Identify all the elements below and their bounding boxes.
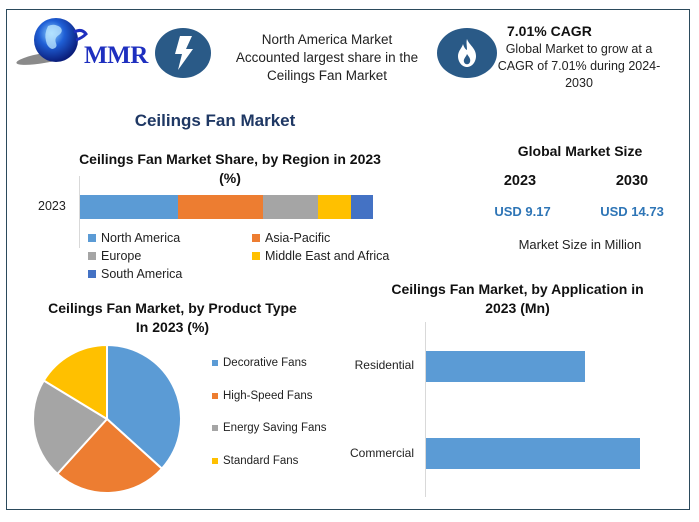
market-year-2023: 2023 [503, 173, 537, 189]
legend-south-america: South America [88, 267, 182, 281]
region-segment-south-america [351, 195, 373, 219]
legend-label: Asia-Pacific [265, 231, 331, 245]
info-line: 2030 [565, 76, 593, 90]
legend-label: North America [101, 231, 181, 245]
logo-text: MMR [84, 42, 148, 69]
chart-title-line: In 2023 (%) [135, 319, 210, 335]
legend-swatch [212, 360, 218, 366]
lightning-icon [175, 36, 193, 70]
legend-label: High-Speed Fans [223, 390, 313, 402]
legend-europe: Europe [88, 249, 141, 263]
pie-slice-energy-saving-fans [32, 379, 109, 476]
legend-energy-saving-fans: Energy Saving Fans [212, 422, 327, 434]
flame-icon-badge [437, 28, 497, 78]
region-category-label: 2023 [38, 199, 66, 213]
cagr-headline: 7.01% CAGR [507, 23, 592, 39]
cagr-info: Global Market to grow at a CAGR of 7.01%… [497, 41, 661, 92]
legend-high-speed-fans: High-Speed Fans [212, 390, 313, 402]
region-segment-europe [262, 195, 318, 219]
market-value-2023: USD 9.17 [494, 204, 551, 219]
chart-title-line: Ceilings Fan Market, by Product Type [48, 300, 297, 316]
market-size-note: Market Size in Million [518, 237, 642, 252]
flame-icon [458, 39, 476, 67]
legend-north-america: North America [88, 231, 180, 245]
legend-standard-fans: Standard Fans [212, 455, 298, 467]
info-line: Global Market to grow at a [505, 42, 653, 56]
application-label-residential: Residential [354, 358, 414, 372]
product-type-chart-title: Ceilings Fan Market, by Product Type In … [30, 299, 315, 337]
application-chart-title: Ceilings Fan Market, by Application in 2… [380, 280, 655, 318]
chart-title-line: Ceilings Fan Market Share, by Region in … [79, 151, 381, 167]
pie-slice-high-speed-fans [55, 417, 164, 494]
market-size-title: Global Market Size [517, 143, 643, 159]
info-line: CAGR of 7.01% during 2024- [497, 59, 661, 73]
infographic-frame [6, 9, 690, 510]
market-year-2030: 2030 [615, 173, 649, 189]
region-segment-asia-pacific [177, 195, 263, 219]
legend-swatch [88, 234, 96, 242]
region-axis-line [79, 176, 80, 248]
main-title: Ceilings Fan Market [134, 111, 296, 130]
legend-swatch [252, 234, 260, 242]
legend-middle-east-africa: Middle East and Africa [252, 249, 389, 263]
legend-label: South America [101, 267, 183, 281]
market-value-2030: USD 14.73 [600, 204, 664, 219]
info-line: Accounted largest share in the [235, 50, 419, 65]
globe-icon [16, 18, 88, 65]
region-segment-middle-east-and-africa [317, 195, 351, 219]
application-bar-residential [426, 351, 585, 382]
legend-label: Europe [101, 249, 142, 263]
legend-decorative-fans: Decorative Fans [212, 357, 307, 369]
chart-title-line: Ceilings Fan Market, by Application in [391, 281, 644, 297]
info-line: Ceilings Fan Market [266, 68, 388, 83]
legend-swatch [212, 393, 218, 399]
legend-label: Standard Fans [223, 455, 299, 467]
legend-asia-pacific: Asia-Pacific [252, 231, 330, 245]
application-axis-line [425, 322, 426, 497]
region-segment-north-america [80, 195, 178, 219]
legend-label: Middle East and Africa [265, 249, 390, 263]
legend-swatch [212, 458, 218, 464]
north-america-info: North America Market Accounted largest s… [222, 31, 432, 85]
pie-slice-decorative-fans [106, 343, 182, 471]
legend-label: Energy Saving Fans [223, 422, 327, 434]
region-stacked-bar [80, 195, 373, 219]
legend-swatch [212, 425, 218, 431]
chart-title-line: 2023 (Mn) [485, 300, 550, 316]
pie-slice-standard-fans [42, 343, 108, 421]
info-line: North America Market [261, 32, 393, 47]
legend-swatch [252, 252, 260, 260]
product-type-pie [32, 343, 182, 494]
legend-swatch [88, 270, 96, 278]
lightning-icon-badge [155, 28, 211, 78]
application-bar-commercial [426, 438, 640, 469]
mmr-logo: MMR [14, 14, 148, 74]
legend-label: Decorative Fans [223, 357, 307, 369]
chart-title-line: (%) [219, 170, 241, 186]
application-label-commercial: Commercial [349, 446, 414, 460]
region-chart-title: Ceilings Fan Market Share, by Region in … [60, 150, 400, 188]
legend-swatch [88, 252, 96, 260]
